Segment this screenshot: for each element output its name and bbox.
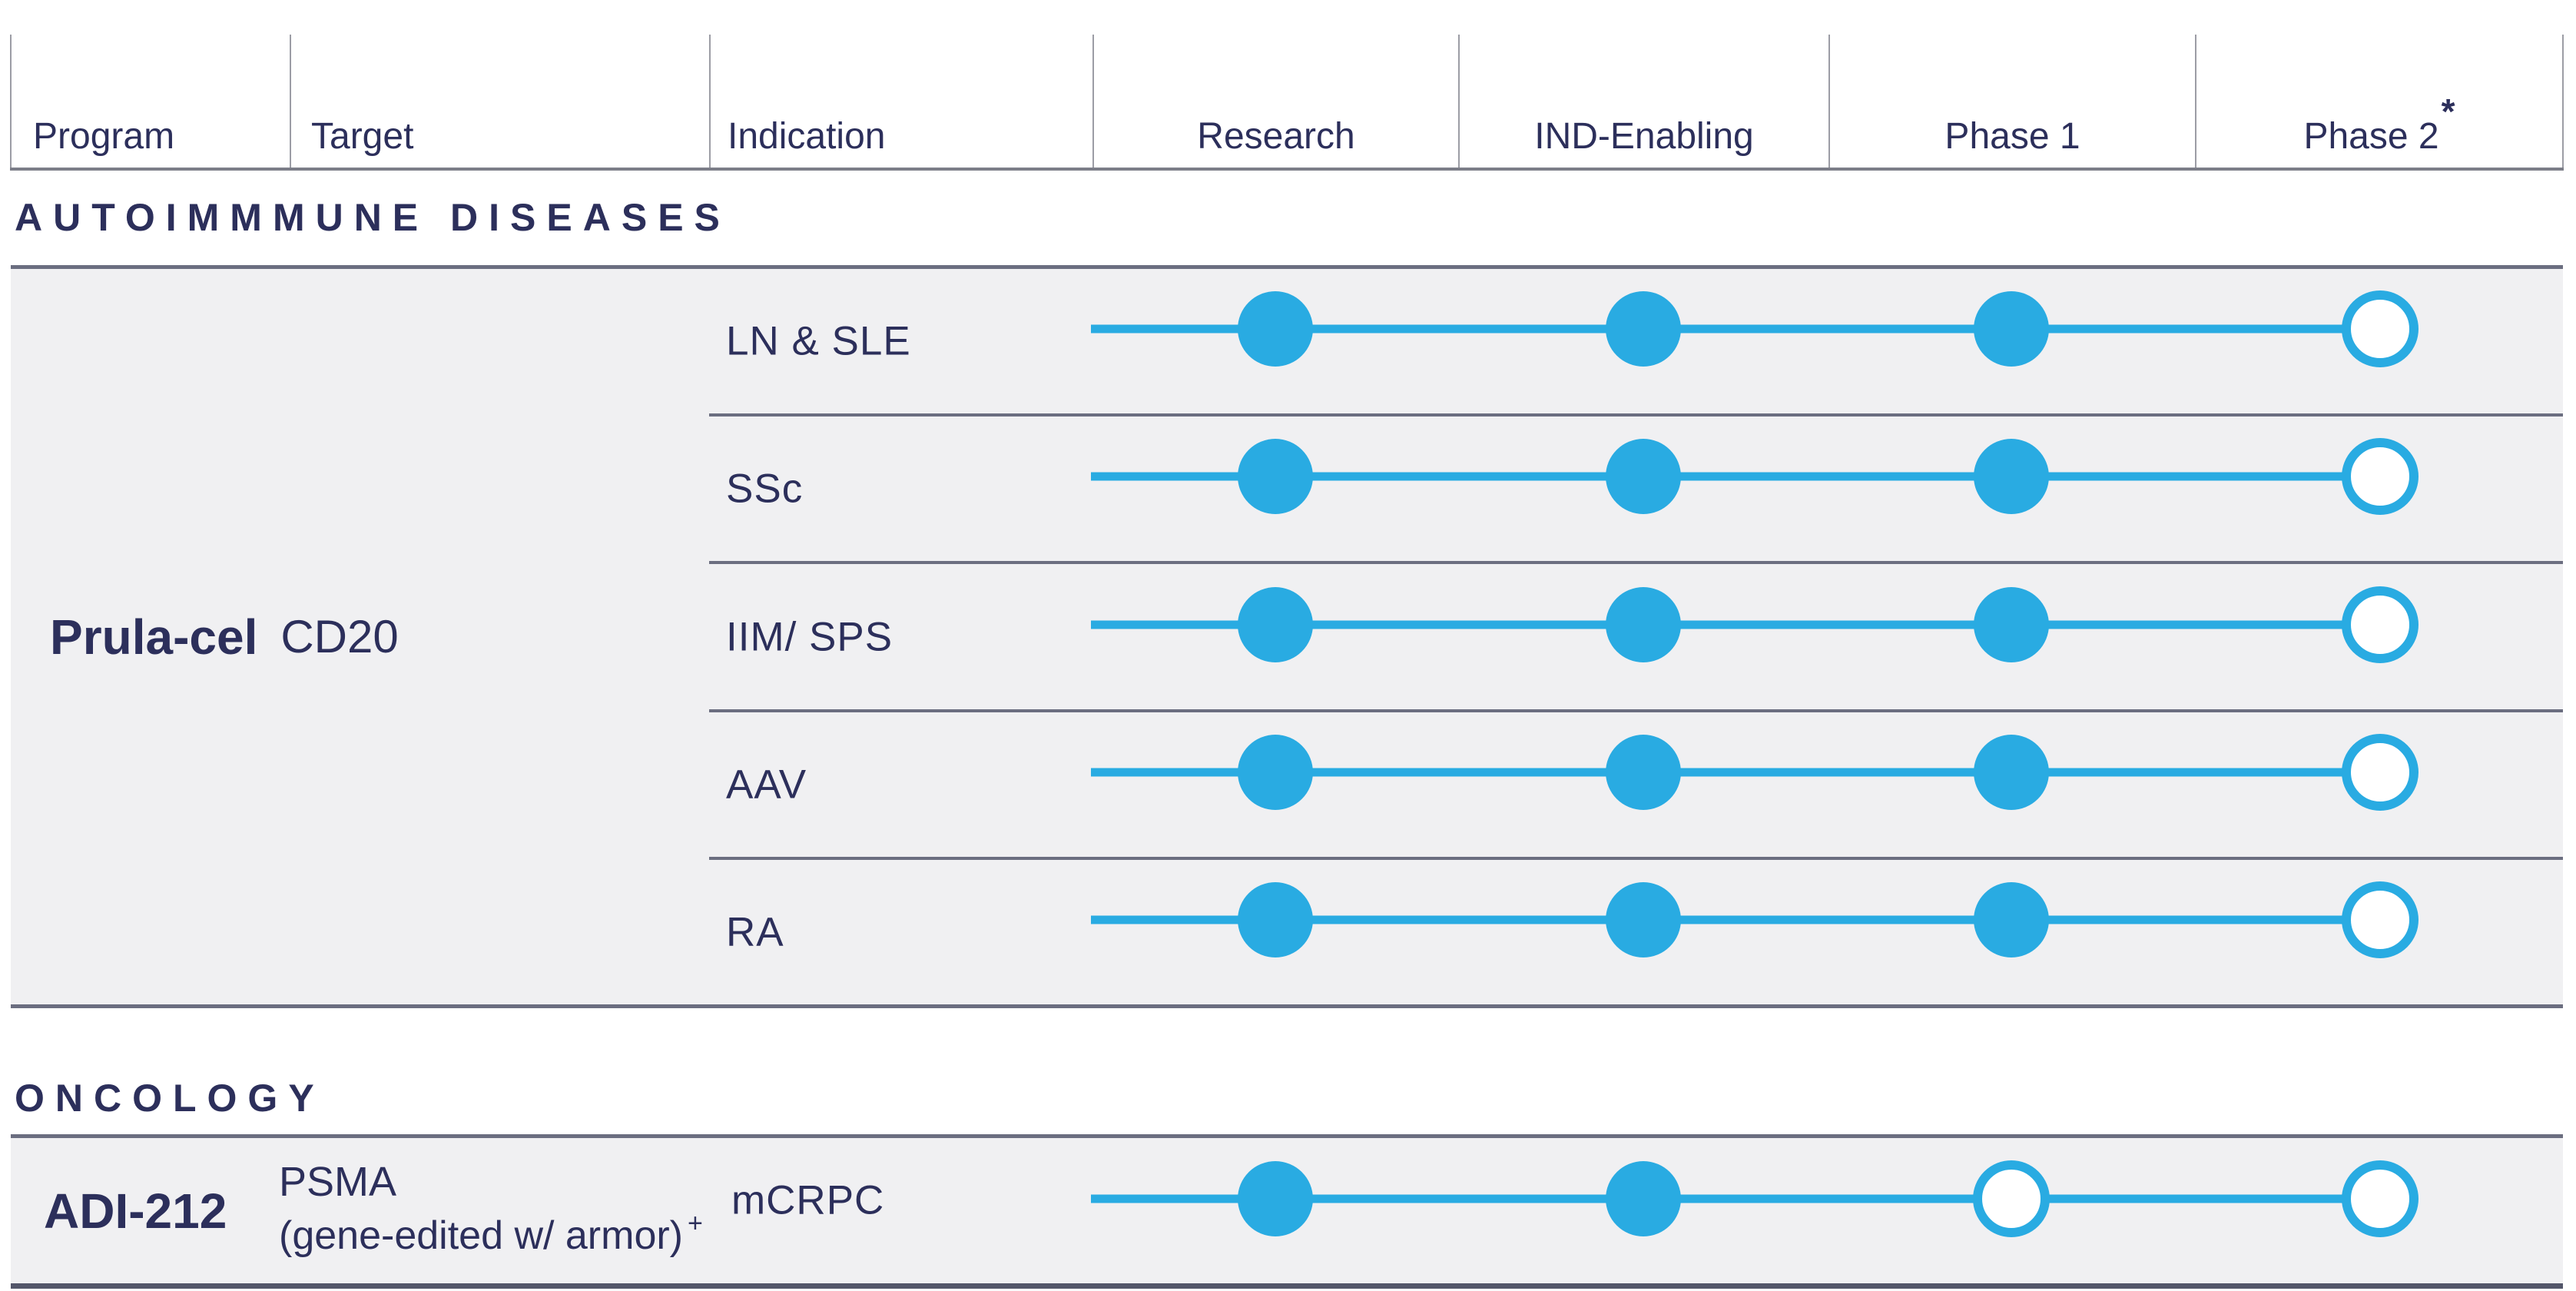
phase-dot-phase-2-open (2342, 586, 2419, 663)
phase-dot-phase-1-filled (1974, 291, 2049, 367)
autoimmune-section-band: Prula-cel CD20 LN & SLE SSc IIM/ SPS (11, 265, 2563, 1008)
phase-dot-phase-2-open (2342, 733, 2419, 811)
column-header-research: Research (1092, 35, 1458, 168)
footnote-plus: + (688, 1208, 703, 1238)
section-title-oncology: ONCOLOGY (15, 1077, 325, 1120)
phase-timeline (709, 860, 2563, 1004)
indication-label: IIM/ SPS (726, 614, 893, 659)
phase-dot-research-filled (1238, 1160, 1313, 1236)
target-note-text: (gene-edited w/ armor) (279, 1213, 683, 1258)
phase-dot-ind-enabling-filled (1606, 1160, 1681, 1236)
column-header-label: Research (1197, 116, 1355, 157)
column-header-label: Phase 1 (1944, 116, 2080, 157)
phase-dot-research-filled (1238, 439, 1313, 515)
phase-dot-phase-2-open (2342, 438, 2419, 516)
phase-timeline (709, 269, 2563, 413)
indication-row-aav: AAV (709, 712, 2563, 860)
indication-label: SSc (726, 466, 804, 512)
program-name: ADI-212 (44, 1183, 227, 1239)
indication-row-ssc: SSc (709, 417, 2563, 565)
indication-row-iim-sps: IIM/ SPS (709, 564, 2563, 712)
indication-row-ln-sle: LN & SLE (709, 269, 2563, 417)
phase-dot-ind-enabling-filled (1606, 734, 1681, 810)
program-target: CD20 (280, 611, 399, 662)
column-header-label: Phase 2 (2303, 116, 2439, 157)
column-header-label: IND-Enabling (1534, 116, 1754, 157)
column-header-ind-enabling: IND-Enabling (1458, 35, 1828, 168)
phase-dot-research-filled (1238, 291, 1313, 367)
phase-dot-phase-1-filled (1974, 734, 2049, 810)
phase-dot-ind-enabling-filled (1606, 439, 1681, 515)
column-header-target: Target (290, 35, 709, 168)
phase-dot-phase-2-open (2342, 290, 2419, 368)
column-header-label: Program (33, 116, 175, 157)
column-header-phase-2: Phase 2 * (2195, 35, 2564, 168)
indication-label: mCRPC (731, 1177, 885, 1223)
phase-timeline (709, 712, 2563, 857)
indication-rows: LN & SLE SSc IIM/ SPS AAV (709, 269, 2563, 1004)
phase-dot-research-filled (1238, 881, 1313, 957)
phase-dot-ind-enabling-filled (1606, 586, 1681, 662)
phase-dot-phase-1-filled (1974, 439, 2049, 515)
phase-dot-ind-enabling-filled (1606, 881, 1681, 957)
indication-label: AAV (726, 762, 807, 808)
phase-dot-research-filled (1238, 734, 1313, 810)
phase-dot-phase-1-open (1973, 1160, 2050, 1237)
phase-dot-phase-2-open (2342, 1160, 2419, 1237)
oncology-section-band: ADI-212 PSMA (gene-edited w/ armor) + mCR… (11, 1134, 2563, 1289)
column-header-phase-1: Phase 1 (1828, 35, 2195, 168)
target-note: (gene-edited w/ armor) + (279, 1209, 709, 1267)
indication-label: RA (726, 909, 784, 955)
program-cell-adi-212: ADI-212 (11, 1138, 279, 1283)
phase-timeline (709, 564, 2563, 709)
column-header-label: Indication (728, 116, 886, 157)
phase-timeline (709, 1138, 2563, 1283)
program-name: Prula-cel (50, 609, 258, 665)
phase-dot-phase-2-open (2342, 881, 2419, 958)
indication-row-mcrpc: mCRPC (709, 1138, 2563, 1283)
column-header-indication: Indication (709, 35, 1092, 168)
indication-row-ra: RA (709, 860, 2563, 1004)
phase-dot-phase-1-filled (1974, 586, 2049, 662)
indication-label: LN & SLE (726, 318, 911, 364)
program-cell-prula-cel: Prula-cel CD20 (11, 269, 709, 1004)
footnote-asterisk: * (2441, 91, 2455, 131)
section-title-autoimmune-diseases: AUTOIMMMUNE DISEASES (15, 196, 731, 239)
timeline-line (1091, 472, 2380, 481)
column-header-program: Program (10, 35, 290, 168)
target-name: PSMA (279, 1158, 397, 1205)
phase-dot-ind-enabling-filled (1606, 291, 1681, 367)
timeline-line (1091, 1194, 2380, 1203)
phase-dot-research-filled (1238, 586, 1313, 662)
timeline-line (1091, 620, 2380, 629)
timeline-line (1091, 324, 2380, 334)
phase-timeline (709, 417, 2563, 561)
target-cell-psma: PSMA (gene-edited w/ armor) + (279, 1138, 709, 1283)
phase-dot-phase-1-filled (1974, 881, 2049, 957)
timeline-line (1091, 768, 2380, 777)
table-header: Program Target Indication Research IND-E… (10, 35, 2564, 171)
column-header-label: Target (311, 116, 414, 157)
timeline-line (1091, 915, 2380, 924)
